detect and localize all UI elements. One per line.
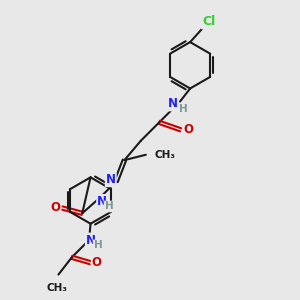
Text: Cl: Cl (202, 15, 215, 28)
Text: O: O (92, 256, 102, 269)
Text: O: O (50, 202, 61, 214)
Text: N: N (86, 234, 96, 247)
Text: CH₃: CH₃ (154, 150, 175, 160)
Text: H: H (94, 240, 102, 250)
Text: CH₃: CH₃ (46, 283, 68, 293)
Text: H: H (178, 104, 188, 114)
Text: H: H (105, 202, 113, 212)
Text: N: N (106, 173, 116, 186)
Text: O: O (183, 123, 193, 136)
Text: N: N (97, 195, 107, 208)
Text: N: N (168, 98, 178, 110)
